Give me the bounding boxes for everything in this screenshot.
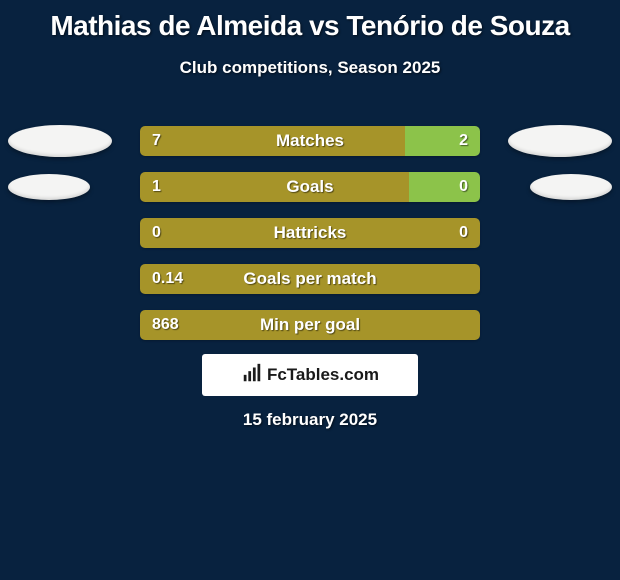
attribution-text: FcTables.com — [267, 365, 379, 385]
bar-value-left: 868 — [152, 316, 179, 334]
date-text: 15 february 2025 — [0, 410, 620, 430]
bar-chart-icon — [241, 362, 263, 389]
bar-value-left: 7 — [152, 132, 161, 150]
stat-row: 00Hattricks — [0, 210, 620, 256]
stat-row: 72Matches — [0, 118, 620, 164]
stat-bar: 868Min per goal — [140, 310, 480, 340]
player-badge-left — [8, 174, 90, 200]
bar-value-right: 0 — [459, 178, 468, 196]
subtitle: Club competitions, Season 2025 — [0, 58, 620, 78]
bar-segment-left — [140, 310, 480, 340]
bar-segment-right — [409, 172, 480, 202]
stat-bar: 72Matches — [140, 126, 480, 156]
player-badge-right — [508, 125, 612, 157]
stat-bar: 0.14Goals per match — [140, 264, 480, 294]
bar-value-right: 2 — [459, 132, 468, 150]
stat-row: 0.14Goals per match — [0, 256, 620, 302]
stat-bar: 10Goals — [140, 172, 480, 202]
stat-row: 10Goals — [0, 164, 620, 210]
bar-segment-left — [140, 172, 409, 202]
stat-rows: 72Matches10Goals00Hattricks0.14Goals per… — [0, 118, 620, 348]
bar-value-right: 0 — [459, 224, 468, 242]
bar-segment-left — [140, 218, 480, 248]
player-badge-left — [8, 125, 112, 157]
bar-value-left: 0 — [152, 224, 161, 242]
bar-segment-left — [140, 264, 480, 294]
stat-bar: 00Hattricks — [140, 218, 480, 248]
bar-value-left: 1 — [152, 178, 161, 196]
player-badge-right — [530, 174, 612, 200]
page-title: Mathias de Almeida vs Tenório de Souza — [0, 0, 620, 42]
bar-segment-right — [405, 126, 480, 156]
stats-comparison-card: Mathias de Almeida vs Tenório de Souza C… — [0, 0, 620, 580]
bar-value-left: 0.14 — [152, 270, 183, 288]
stat-row: 868Min per goal — [0, 302, 620, 348]
bar-segment-left — [140, 126, 405, 156]
attribution-badge: FcTables.com — [202, 354, 418, 396]
